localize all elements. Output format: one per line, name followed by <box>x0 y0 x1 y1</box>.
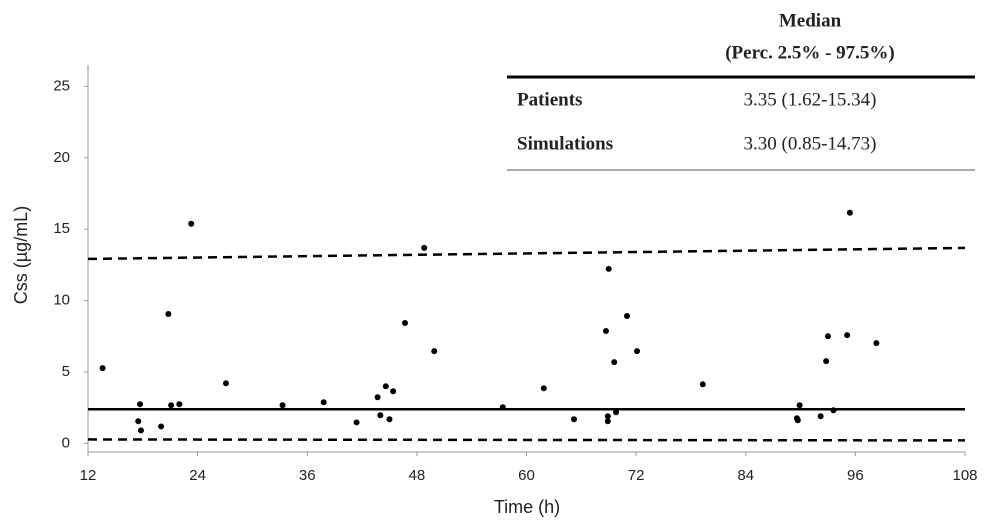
x-tick-label: 108 <box>952 467 977 484</box>
data-point <box>823 358 830 365</box>
table-header: (Perc. 2.5% - 97.5%) <box>725 42 895 63</box>
y-axis-label: Css (µg/mL) <box>11 206 31 304</box>
reference-line <box>87 438 966 442</box>
data-point <box>421 244 428 251</box>
data-point <box>604 413 611 420</box>
data-point <box>135 418 142 425</box>
data-point <box>540 385 547 392</box>
data-point <box>377 412 384 419</box>
x-tick-label: 12 <box>80 467 97 484</box>
x-tick-label: 72 <box>628 467 645 484</box>
data-point <box>817 413 824 420</box>
data-point <box>846 209 853 216</box>
x-tick-label: 96 <box>847 467 864 484</box>
data-point <box>99 365 106 372</box>
data-point <box>279 402 286 409</box>
data-point <box>386 416 393 423</box>
data-point <box>165 311 172 318</box>
data-point <box>374 394 381 401</box>
data-point <box>401 320 408 327</box>
table-header: Median <box>779 10 842 31</box>
data-point <box>873 340 880 347</box>
data-point <box>571 416 578 423</box>
x-tick-label: 60 <box>518 467 535 484</box>
data-point <box>611 359 618 366</box>
data-point <box>176 401 183 408</box>
data-point <box>605 265 612 272</box>
data-point <box>602 328 609 335</box>
data-point <box>634 348 641 355</box>
y-tick-label: 15 <box>53 220 70 237</box>
x-tick-label: 84 <box>737 467 754 484</box>
reference-line <box>87 246 966 261</box>
table-cell: 3.30 (0.85-14.73) <box>744 133 877 154</box>
data-point <box>188 220 195 227</box>
y-tick-label: 5 <box>62 363 70 380</box>
data-point <box>137 401 144 408</box>
data-point <box>320 399 327 406</box>
summary-table: Median (Perc. 2.5% - 97.5%) Patients 3.3… <box>507 10 975 171</box>
data-point <box>353 419 360 426</box>
data-point <box>158 423 165 430</box>
data-point <box>137 427 144 434</box>
data-point <box>431 348 438 355</box>
table-cell: 3.35 (1.62-15.34) <box>744 89 877 110</box>
x-tick-label: 48 <box>409 467 426 484</box>
data-point <box>382 383 389 390</box>
data-point <box>390 388 397 395</box>
data-point <box>699 381 706 388</box>
data-point <box>796 402 803 409</box>
y-tick-label: 20 <box>53 149 70 166</box>
data-point <box>222 380 229 387</box>
data-point <box>824 333 831 340</box>
x-tick-label: 36 <box>299 467 316 484</box>
x-axis-label: Time (h) <box>494 497 560 517</box>
data-point <box>830 407 837 414</box>
data-point <box>168 402 175 409</box>
data-point <box>844 332 851 339</box>
x-tick-label: 24 <box>189 467 206 484</box>
data-point <box>613 409 620 416</box>
data-point <box>623 313 630 320</box>
table-cell: Patients <box>517 89 582 110</box>
data-point <box>604 418 611 425</box>
y-tick-label: 25 <box>53 77 70 94</box>
y-tick-label: 0 <box>62 434 70 451</box>
data-point <box>499 404 506 411</box>
data-point <box>794 417 801 424</box>
table-cell: Simulations <box>517 133 613 154</box>
y-tick-label: 10 <box>53 292 70 309</box>
